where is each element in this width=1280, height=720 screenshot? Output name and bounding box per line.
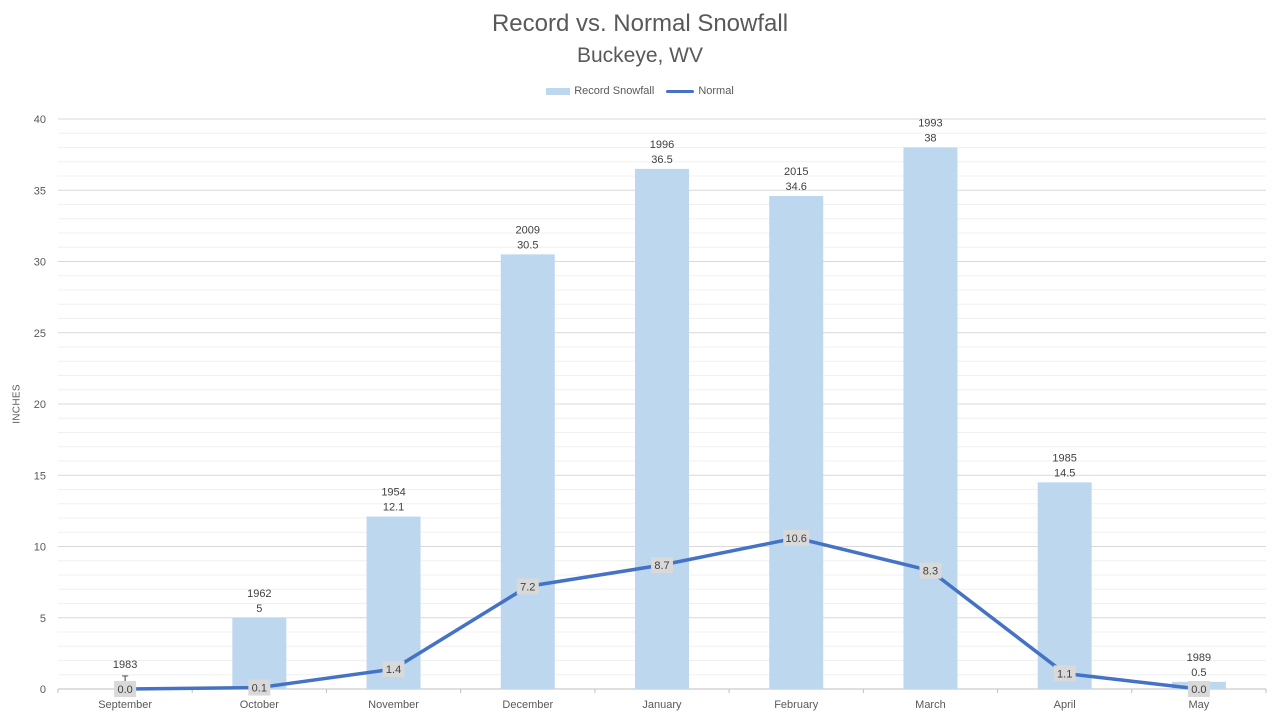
bar-record-march (903, 147, 958, 689)
x-tick-label: December (502, 699, 553, 711)
bar-value-label: T (122, 674, 129, 686)
normal-value-label: 10.6 (786, 533, 807, 545)
x-tick-label: April (1054, 699, 1076, 711)
x-tick-label: September (98, 699, 152, 711)
legend-swatch-record (546, 87, 571, 95)
normal-value-label: 8.7 (654, 560, 669, 572)
bar-year-label: 1985 (1052, 452, 1076, 464)
y-tick-label: 15 (34, 470, 46, 482)
bar-record-december (500, 254, 555, 689)
y-tick-label: 20 (34, 399, 46, 411)
bar-record-april (1037, 482, 1092, 689)
legend-label-record: Record Snowfall (574, 85, 655, 97)
bar-value-label: 5 (256, 603, 262, 615)
bar-value-label: 30.5 (517, 239, 538, 251)
y-tick-label: 25 (34, 328, 46, 340)
chart-title: Record vs. Normal Snowfall (491, 10, 789, 37)
y-tick-label: 10 (34, 542, 46, 554)
bar-record-november (366, 516, 421, 689)
bar-value-label: 34.6 (786, 181, 807, 193)
bar-value-label: 14.5 (1054, 467, 1075, 479)
normal-value-label: 0.0 (1191, 684, 1206, 696)
bar-year-label: 1993 (918, 118, 942, 130)
normal-value-label: 1.4 (386, 664, 401, 676)
legend: Record Snowfall Normal (0, 85, 1280, 97)
y-tick-label: 30 (34, 257, 46, 269)
y-tick-label: 35 (34, 185, 46, 197)
legend-swatch-normal (666, 89, 695, 93)
x-tick-label: March (915, 699, 946, 711)
normal-value-label: 1.1 (1057, 668, 1072, 680)
x-tick-label: November (368, 699, 419, 711)
bar-record-october (232, 617, 287, 689)
y-tick-label: 0 (40, 684, 46, 696)
normal-label-box (783, 529, 810, 546)
legend-label-normal: Normal (698, 85, 734, 97)
normal-label-box (248, 679, 271, 696)
normal-label-box (1187, 681, 1210, 697)
normal-label-box (651, 557, 673, 574)
bar-year-label: 2009 (516, 224, 540, 236)
normal-label-box (382, 661, 405, 678)
bar-record-january (635, 168, 689, 689)
y-tick-label: 40 (34, 114, 46, 126)
x-tick-label: February (774, 699, 819, 711)
x-tick-label: January (642, 699, 682, 711)
chart-subtitle: Buckeye, WV (576, 44, 704, 67)
bar-value-label: 0.5 (1191, 667, 1206, 679)
bar-year-label: 1962 (247, 588, 271, 600)
normal-value-label: 0.0 (117, 684, 132, 696)
bar-year-label: 1983 (113, 659, 137, 671)
x-tick-label: October (240, 699, 279, 711)
normal-label-box (919, 562, 942, 579)
y-tick-label: 5 (40, 613, 46, 625)
bar-year-label: 1989 (1187, 652, 1211, 664)
legend-item-record: Record Snowfall (546, 85, 654, 97)
bar-value-label: 12.1 (383, 502, 404, 514)
normal-label-box (516, 578, 539, 595)
normal-label-box (1053, 665, 1076, 682)
normal-value-label: 7.2 (520, 581, 535, 593)
bar-year-label: 1996 (650, 139, 674, 151)
bar-record-february (769, 195, 824, 689)
bar-value-label: 36.5 (651, 154, 672, 166)
normal-label-box (114, 681, 137, 697)
bar-year-label: 2015 (784, 166, 808, 178)
bar-value-label: 38 (924, 133, 936, 145)
bar-year-label: 1954 (381, 487, 405, 499)
normal-value-label: 8.3 (923, 566, 938, 578)
legend-item-normal: Normal (666, 85, 734, 97)
normal-value-label: 0.1 (252, 683, 267, 695)
x-tick-label: May (1188, 699, 1209, 711)
